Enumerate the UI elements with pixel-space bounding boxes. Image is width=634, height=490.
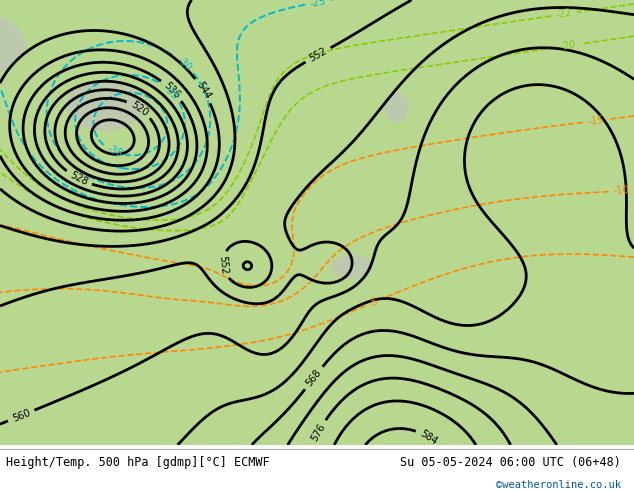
Text: -35: -35 bbox=[162, 83, 181, 101]
Text: 584: 584 bbox=[418, 428, 439, 447]
Text: 568: 568 bbox=[304, 368, 323, 389]
Text: -20: -20 bbox=[560, 40, 577, 52]
Text: -22: -22 bbox=[555, 8, 573, 20]
Text: 528: 528 bbox=[68, 170, 89, 187]
Text: Height/Temp. 500 hPa [gdmp][°C] ECMWF: Height/Temp. 500 hPa [gdmp][°C] ECMWF bbox=[6, 457, 270, 469]
Text: ©weatheronline.co.uk: ©weatheronline.co.uk bbox=[496, 481, 621, 490]
Text: -10: -10 bbox=[613, 186, 630, 196]
Text: 560: 560 bbox=[11, 407, 32, 424]
Text: 520: 520 bbox=[129, 99, 150, 118]
Text: -15: -15 bbox=[587, 115, 604, 127]
Text: 536: 536 bbox=[162, 80, 182, 100]
Text: -30: -30 bbox=[176, 55, 194, 73]
Text: 552: 552 bbox=[307, 46, 328, 64]
Text: 544: 544 bbox=[194, 80, 212, 101]
Text: 552: 552 bbox=[217, 255, 229, 275]
Text: 576: 576 bbox=[309, 422, 327, 443]
Text: -38: -38 bbox=[105, 144, 124, 159]
Text: Su 05-05-2024 06:00 UTC (06+48): Su 05-05-2024 06:00 UTC (06+48) bbox=[401, 457, 621, 469]
Text: -5: -5 bbox=[368, 295, 380, 309]
Text: -25: -25 bbox=[309, 0, 327, 9]
